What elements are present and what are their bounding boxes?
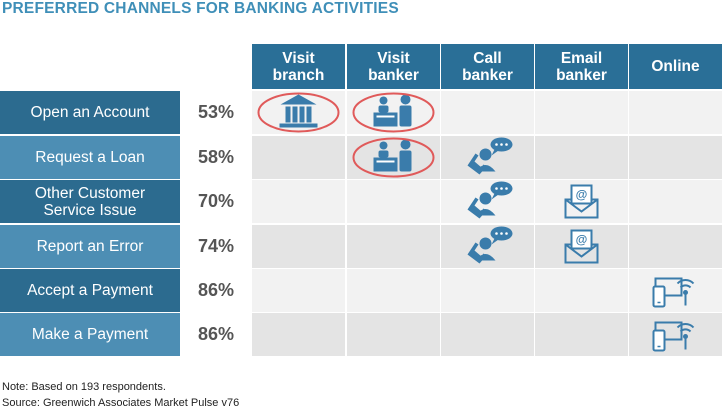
table-cell <box>629 91 722 134</box>
row-percent: 53% <box>197 102 235 122</box>
table-cell <box>252 313 345 356</box>
row-percent: 86% <box>197 324 235 344</box>
table-cell <box>347 313 440 356</box>
table-cell <box>629 136 722 179</box>
table-cell <box>347 269 440 312</box>
column-header-1: Visit banker <box>347 44 440 89</box>
row-label: Make a Payment <box>0 313 180 356</box>
footnote: Note: Based on 193 respondents. <box>2 381 166 393</box>
row-percent: 86% <box>197 280 235 300</box>
banker-desk-icon <box>352 92 435 133</box>
banker-desk-icon <box>352 137 435 178</box>
phone-call-icon <box>467 226 513 264</box>
devices-online-icon <box>652 321 695 352</box>
highlight-circle <box>257 92 340 133</box>
table-cell <box>535 136 628 179</box>
table-cell <box>629 269 722 312</box>
column-header-3: Email banker <box>535 44 628 89</box>
table-cell <box>252 180 345 223</box>
table-cell <box>629 225 722 268</box>
email-icon: @ <box>564 184 599 219</box>
table-cell <box>252 225 345 268</box>
svg-text:@: @ <box>576 233 588 247</box>
table-cell <box>347 225 440 268</box>
page-title: PREFERRED CHANNELS FOR BANKING ACTIVITIE… <box>2 0 399 17</box>
devices-online-icon <box>652 277 695 308</box>
row-label: Accept a Payment <box>0 269 180 312</box>
row-label: Request a Loan <box>0 136 180 179</box>
table-cell <box>347 180 440 223</box>
table-cell <box>441 91 534 134</box>
highlight-circle <box>352 137 435 178</box>
table-cell <box>252 136 345 179</box>
highlight-circle <box>352 92 435 133</box>
phone-call-icon <box>467 137 513 175</box>
phone-call-icon <box>467 181 513 219</box>
email-icon: @ <box>564 229 599 264</box>
row-label: Other Customer Service Issue <box>0 180 180 223</box>
row-percent: 70% <box>197 191 235 211</box>
bank-icon <box>257 92 340 133</box>
table-cell <box>441 269 534 312</box>
table-cell <box>535 91 628 134</box>
table-cell <box>535 313 628 356</box>
table-cell <box>441 313 534 356</box>
column-header-0: Visit branch <box>252 44 345 89</box>
column-header-2: Call banker <box>441 44 534 89</box>
table-cell <box>252 269 345 312</box>
table-cell <box>629 180 722 223</box>
row-percent: 58% <box>197 147 235 167</box>
row-label: Open an Account <box>0 91 180 134</box>
column-header-4: Online <box>629 44 722 89</box>
source-note: Source: Greenwich Associates Market Puls… <box>2 397 240 409</box>
table-cell <box>629 313 722 356</box>
row-label: Report an Error <box>0 225 180 268</box>
svg-text:@: @ <box>576 188 588 202</box>
row-percent: 74% <box>197 236 235 256</box>
table-cell <box>535 269 628 312</box>
